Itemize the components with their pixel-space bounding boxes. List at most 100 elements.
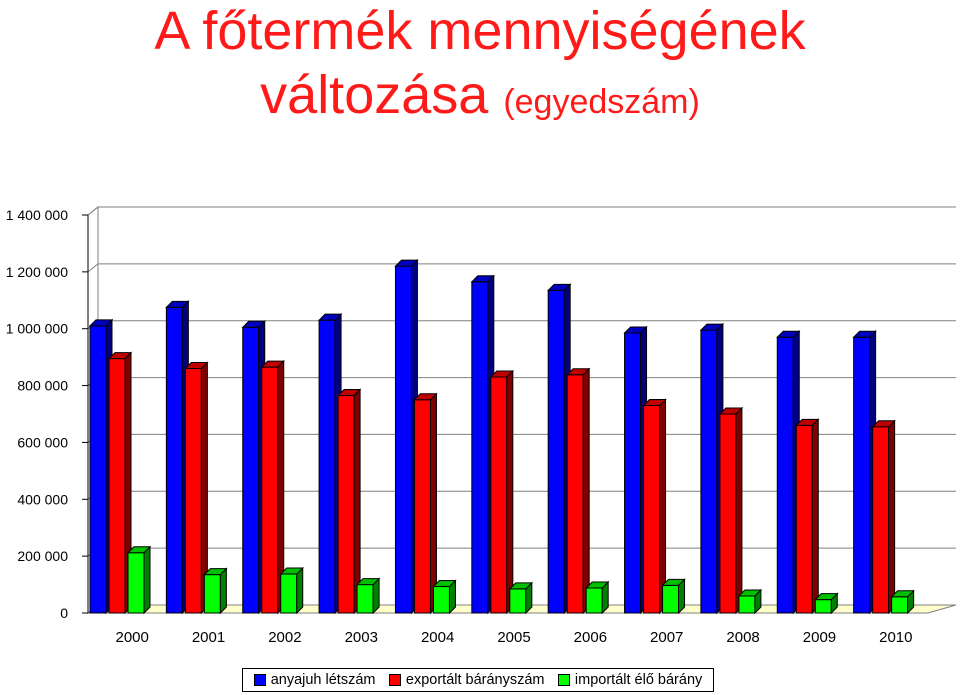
x-tick-label: 2004: [421, 629, 454, 646]
x-tick-label: 2001: [192, 629, 225, 646]
bar-front: [624, 332, 642, 614]
y-tick-label: 1 200 000: [6, 264, 68, 280]
bar-front: [776, 336, 794, 614]
chart-title-main: változása: [260, 65, 489, 125]
bar-side: [888, 419, 896, 615]
legend-label: importált élő bárány: [574, 672, 703, 688]
bar-top: [795, 418, 820, 426]
bar-front: [585, 587, 603, 614]
bar-side: [582, 367, 590, 615]
legend-item: anyajuh létszám: [253, 672, 376, 688]
gridline: [87, 263, 956, 273]
bar-top: [241, 320, 266, 328]
bar-top: [470, 275, 496, 283]
bar-top: [508, 582, 534, 590]
bar-front: [184, 368, 202, 614]
bar-front: [261, 366, 279, 614]
legend-label: anyajuh létszám: [270, 672, 376, 688]
y-tick-label: 1 400 000: [6, 207, 68, 223]
bar-side: [429, 392, 437, 615]
chart-title-line2: változása (egyedszám): [0, 66, 960, 131]
chart-title: A főtermék mennyiségének változása (egye…: [0, 0, 960, 140]
x-tick-label: 2002: [268, 629, 301, 646]
bar-top: [852, 330, 877, 338]
x-tick-label: 2006: [574, 629, 607, 646]
bar-side: [353, 388, 361, 615]
bar-top: [317, 313, 343, 321]
bar-front: [700, 329, 718, 614]
bar-top: [413, 393, 438, 401]
x-tick-label: 2005: [497, 629, 530, 646]
x-tick-label: 2008: [726, 629, 759, 646]
bar-top: [584, 581, 610, 589]
legend-swatch: [388, 674, 401, 686]
bar-front: [662, 584, 680, 614]
bar-front: [394, 265, 412, 614]
gridline: [87, 320, 956, 330]
bar-top: [355, 578, 381, 586]
bar-front: [891, 596, 909, 614]
bar-front: [509, 588, 527, 614]
bar-top: [776, 330, 801, 338]
bar-front: [814, 599, 832, 614]
bar-top: [165, 300, 190, 308]
x-tick-label: 2000: [115, 629, 148, 646]
legend-swatch: [557, 674, 570, 686]
bar-front: [490, 376, 508, 614]
bar-side: [506, 369, 514, 615]
x-tick-label: 2010: [879, 629, 912, 646]
gridline: [87, 547, 956, 557]
bar-side: [143, 545, 151, 615]
bar-front: [280, 573, 298, 614]
bar-front: [356, 584, 374, 614]
y-tick-label: 400 000: [17, 491, 68, 507]
bar-front: [108, 358, 126, 614]
bar-top: [871, 420, 896, 428]
bar-top: [661, 578, 686, 586]
legend-label: exportált bárányszám: [405, 672, 545, 688]
bar-top: [107, 352, 133, 360]
bar-top: [279, 567, 304, 575]
gridline: [87, 377, 956, 386]
legend: anyajuh létszám exportált bárányszám impor…: [242, 668, 714, 692]
bar-front: [242, 326, 260, 614]
bar-front: [337, 395, 355, 614]
bar-front: [203, 574, 221, 614]
bar-front: [89, 325, 107, 614]
bar-side: [659, 398, 667, 615]
bar-front: [471, 281, 489, 614]
bar-front: [413, 399, 431, 614]
bar-top: [737, 589, 763, 597]
bar-top: [88, 319, 114, 327]
y-tick-label: 600 000: [17, 434, 68, 450]
bar-top: [394, 259, 419, 267]
bar-front: [795, 424, 813, 614]
y-tick-label: 200 000: [17, 548, 68, 564]
bar-top: [546, 283, 572, 291]
bar-top: [623, 326, 648, 334]
gridline: [87, 490, 956, 500]
chart-title-line1: A főtermék mennyiségének: [154, 1, 806, 61]
bar-front: [318, 319, 336, 614]
bar-top: [642, 398, 667, 406]
legend-item: importált élő bárány: [557, 672, 703, 688]
gridline: [87, 206, 956, 216]
x-tick-label: 2007: [650, 629, 683, 646]
x-tick-label: 2009: [803, 629, 836, 646]
bar-top: [126, 546, 152, 554]
bar-front: [165, 306, 183, 614]
y-tick-label: 800 000: [17, 378, 68, 394]
bar-side: [296, 566, 304, 615]
bar-front: [566, 374, 584, 614]
bar-top: [489, 370, 515, 378]
bar-side: [811, 418, 819, 615]
bar-top: [336, 389, 362, 397]
y-tick-label: 0: [60, 605, 68, 621]
bar-front: [853, 336, 871, 614]
bar-side: [735, 406, 743, 615]
bar-top: [565, 368, 591, 376]
bar-front: [127, 552, 145, 614]
legend-item: exportált bárányszám: [388, 672, 545, 688]
bar-top: [184, 362, 209, 370]
bar-front: [719, 413, 737, 614]
